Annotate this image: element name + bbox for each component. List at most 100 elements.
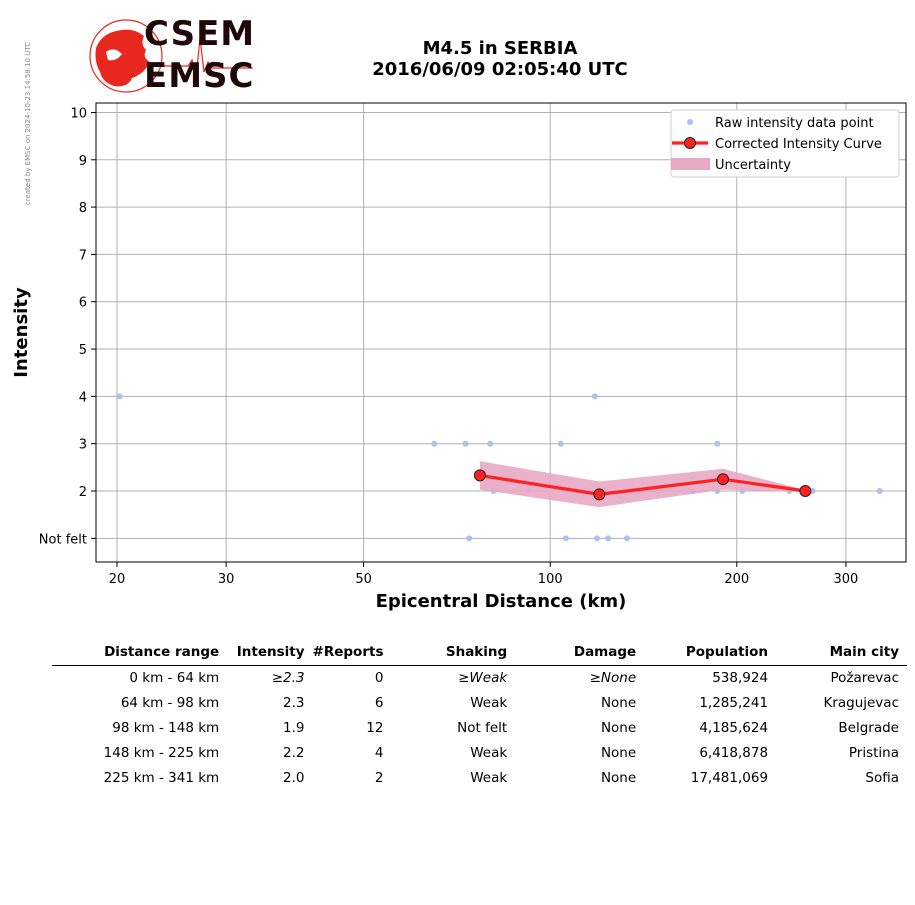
chart-title: M4.5 in SERBIA 2016/06/09 02:05:40 UTC — [300, 38, 700, 80]
table-cell: 2.3 — [283, 695, 305, 711]
table-cell: 2 — [374, 770, 384, 786]
table-cell: ≥2.3 — [271, 670, 305, 686]
table-cell: 225 km - 341 km — [103, 770, 220, 786]
y-tick-label: 9 — [79, 154, 87, 169]
y-tick-label: 3 — [79, 438, 87, 453]
raw-data-point — [714, 440, 721, 447]
corrected-intensity-line — [479, 473, 806, 496]
table-cell: 0 — [374, 670, 384, 686]
y-tick-label: 7 — [79, 248, 87, 263]
table-cell: 4,185,624 — [699, 720, 769, 736]
table-header-cell: Distance range — [52, 641, 228, 666]
legend-label: Corrected Intensity Curve — [715, 137, 882, 152]
intensity-chart: 20 30 50 100 200 300 Not felt 2 3 4 5 6 7 8 9 10 Epicent… — [11, 102, 907, 612]
corrected-intensity-marker — [716, 473, 729, 486]
raw-data-point — [591, 393, 598, 400]
table-cell: ≥None — [589, 670, 637, 686]
legend-label: Raw intensity data point — [715, 116, 874, 131]
raw-data-point — [466, 535, 473, 542]
y-axis-label: Intensity — [11, 287, 32, 378]
title-datetime: 2016/06/09 02:05:40 UTC — [372, 59, 628, 80]
table-cell: Belgrade — [838, 720, 899, 736]
table-cell: Požarevac — [830, 670, 899, 686]
table-cell: 12 — [366, 720, 384, 736]
table-cell: 0 km - 64 km — [129, 670, 220, 686]
table-cell: 17,481,069 — [690, 770, 769, 786]
legend-raw-point-swatch — [687, 119, 693, 125]
table-cell: 98 km - 148 km — [112, 720, 220, 736]
table-cell: 1.9 — [283, 720, 305, 736]
y-tick-label: 10 — [70, 106, 87, 121]
table-cell: 2.0 — [283, 770, 305, 786]
table-header-cell: Population — [644, 641, 777, 666]
y-tick-label: 6 — [79, 296, 87, 311]
legend-band-swatch — [671, 158, 710, 170]
raw-data-point — [462, 440, 469, 447]
y-tick-label: 4 — [79, 390, 87, 405]
raw-data-point — [562, 535, 569, 542]
raw-data-point — [116, 393, 123, 400]
title-event: M4.5 in SERBIA — [422, 38, 578, 59]
table-cell: Kragujevac — [823, 695, 899, 711]
table-cell: Sofia — [865, 770, 899, 786]
raw-data-point — [876, 488, 883, 495]
table-row: 225 km - 341 km 2.0 2 Weak None 17,481,069 Sof… — [52, 766, 907, 791]
table-cell: None — [600, 770, 637, 786]
x-tick-label: 20 — [109, 572, 126, 587]
csem-emsc-logo: CSEM EMSC — [88, 14, 258, 98]
table-body: 0 km - 64 km ≥2.3 0 ≥Weak ≥None 538,924 Požare… — [52, 666, 907, 792]
chart-legend: Raw intensity data point Corrected Intens… — [670, 109, 900, 178]
table-header-cell: Damage — [515, 641, 645, 666]
x-tick-label: 300 — [834, 572, 859, 587]
table-cell: Not felt — [457, 720, 508, 736]
y-tick-label: 5 — [79, 343, 87, 358]
x-tick-label: 100 — [538, 572, 563, 587]
table-row: 64 km - 98 km 2.3 6 Weak None 1,285,241 Kraguj… — [52, 691, 907, 716]
table-cell: ≥Weak — [458, 670, 508, 686]
x-axis-label: Epicentral Distance (km) — [376, 591, 627, 612]
table-row: 148 km - 225 km 2.2 4 Weak None 6,418,878 Pris… — [52, 741, 907, 766]
raw-data-point — [605, 535, 612, 542]
table-cell: 4 — [374, 745, 384, 761]
table-cell: 2.2 — [283, 745, 305, 761]
table-cell: 538,924 — [712, 670, 769, 686]
legend-label: Uncertainty — [715, 158, 791, 173]
table-cell: Weak — [470, 695, 508, 711]
x-tick-label: 30 — [218, 572, 235, 587]
table-row: 0 km - 64 km ≥2.3 0 ≥Weak ≥None 538,924 Požare… — [52, 666, 907, 692]
table-cell: 64 km - 98 km — [120, 695, 220, 711]
corrected-intensity-marker — [593, 488, 606, 501]
raw-data-point — [594, 535, 601, 542]
logo-text-emsc: EMSC — [144, 56, 255, 96]
x-tick-label: 200 — [724, 572, 749, 587]
y-tick-label: 2 — [79, 485, 87, 500]
table-header-row: Distance range Intensity #Reports Shaking Da… — [52, 641, 907, 666]
x-tick-label: 50 — [355, 572, 372, 587]
y-tick-label: 8 — [79, 201, 87, 216]
table-cell: 6 — [374, 695, 384, 711]
logo-text-csem: CSEM — [144, 14, 256, 54]
table-cell: Weak — [470, 745, 508, 761]
table-header-cell: Main city — [776, 641, 907, 666]
corrected-intensity-marker — [799, 485, 812, 498]
raw-data-point — [557, 440, 564, 447]
legend-frame — [670, 109, 900, 178]
table-cell: 1,285,241 — [699, 695, 769, 711]
corrected-intensity-marker — [473, 469, 486, 482]
table-cell: 6,418,878 — [699, 745, 769, 761]
logo-graphic — [89, 19, 253, 93]
raw-data-point — [431, 440, 438, 447]
table-cell: 148 km - 225 km — [103, 745, 220, 761]
table-cell: None — [600, 720, 637, 736]
y-tick-label: Not felt — [39, 532, 87, 547]
table-cell: Pristina — [848, 745, 899, 761]
distance-summary-table: Distance range Intensity #Reports Shaking Da… — [52, 641, 907, 791]
uncertainty-band — [479, 461, 806, 508]
plot-frame — [95, 102, 907, 563]
legend-curve-marker — [684, 137, 696, 149]
raw-data-point — [487, 440, 494, 447]
table-header-cell: Intensity — [227, 641, 313, 666]
raw-data-point — [623, 535, 630, 542]
table-cell: None — [600, 745, 637, 761]
table-cell: None — [600, 695, 637, 711]
